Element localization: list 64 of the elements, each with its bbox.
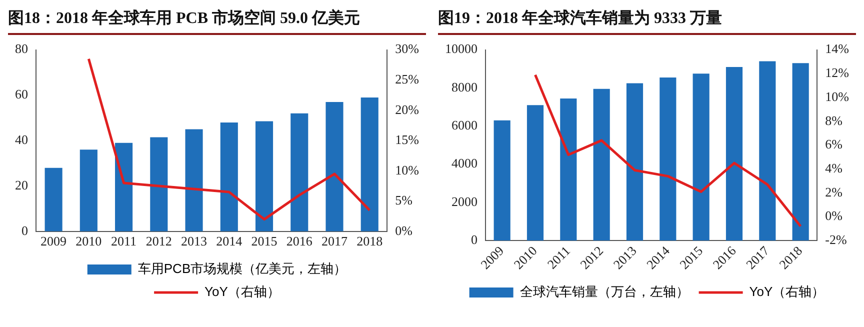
bar bbox=[593, 88, 610, 241]
chart-title: 图18：2018 年全球车用 PCB 市场空间 59.0 亿美元 bbox=[8, 8, 426, 35]
bar bbox=[692, 74, 710, 241]
y2-tick-label: 10% bbox=[395, 162, 420, 178]
x-tick-label: 2012 bbox=[146, 234, 172, 249]
y2-tick-label: 30% bbox=[395, 41, 420, 56]
y-tick-label: 0 bbox=[22, 222, 28, 238]
bar bbox=[726, 66, 743, 241]
x-tick-label: 2014 bbox=[216, 234, 243, 249]
x-tick-label: 2009 bbox=[40, 234, 67, 249]
y-tick-label: 80 bbox=[15, 41, 28, 56]
y-tick-label: 40 bbox=[15, 132, 28, 148]
y-tick-label: 8000 bbox=[452, 79, 478, 94]
y2-tick-label: 0% bbox=[395, 222, 413, 238]
bar bbox=[626, 83, 644, 241]
y2-tick-label: 25% bbox=[395, 71, 420, 86]
y2-tick-label: 2% bbox=[825, 184, 843, 200]
y-tick-label: 60 bbox=[15, 86, 28, 102]
x-tick-label: 2011 bbox=[544, 243, 573, 272]
y2-tick-label: 10% bbox=[825, 88, 850, 104]
x-tick-label: 2017 bbox=[321, 234, 348, 249]
bar bbox=[560, 98, 577, 241]
bar bbox=[494, 120, 510, 241]
chart-title: 图19：2018 年全球汽车销量为 9333 万量 bbox=[438, 8, 856, 35]
bar bbox=[290, 113, 308, 232]
bar bbox=[185, 129, 203, 232]
legend-label: 车用PCB市场规模（亿美元，左轴） bbox=[138, 261, 347, 276]
y-tick-label: 20 bbox=[15, 177, 28, 192]
y2-tick-label: 15% bbox=[395, 132, 420, 148]
bar bbox=[792, 63, 809, 241]
y2-tick-label: 14% bbox=[825, 41, 850, 56]
legend-label: YoY（右轴） bbox=[204, 284, 280, 300]
y2-tick-label: 8% bbox=[825, 112, 843, 128]
bar bbox=[150, 137, 168, 232]
y2-tick-label: 5% bbox=[395, 192, 413, 208]
y-tick-label: 10000 bbox=[445, 41, 478, 56]
y2-tick-label: 0% bbox=[825, 208, 843, 224]
bar bbox=[759, 61, 776, 241]
x-tick-label: 2011 bbox=[111, 234, 137, 249]
bar bbox=[80, 150, 98, 232]
bar bbox=[255, 121, 274, 232]
x-tick-label: 2018 bbox=[356, 234, 383, 249]
y2-tick-label: -2% bbox=[825, 232, 847, 248]
bar bbox=[44, 168, 62, 232]
y2-tick-label: 4% bbox=[825, 160, 843, 176]
x-tick-label: 2013 bbox=[181, 234, 208, 249]
bar bbox=[526, 105, 544, 241]
x-tick-label: 2015 bbox=[251, 234, 278, 249]
x-tick-label: 2016 bbox=[286, 234, 313, 249]
bar bbox=[220, 122, 238, 232]
y2-tick-label: 20% bbox=[395, 102, 420, 117]
y-tick-label: 4000 bbox=[452, 156, 478, 171]
legend-label: YoY（右轴） bbox=[749, 284, 825, 300]
bar bbox=[360, 97, 378, 232]
y-tick-label: 2000 bbox=[452, 194, 478, 209]
legend-label: 全球汽车销量（万台，左轴） bbox=[520, 284, 689, 300]
y2-tick-label: 12% bbox=[825, 65, 850, 80]
x-tick-label: 2010 bbox=[76, 234, 102, 249]
bar bbox=[660, 77, 676, 241]
y-tick-label: 0 bbox=[471, 232, 478, 248]
bar bbox=[115, 142, 133, 232]
bar bbox=[326, 102, 344, 232]
y-tick-label: 6000 bbox=[452, 118, 478, 133]
y2-tick-label: 6% bbox=[825, 136, 843, 152]
